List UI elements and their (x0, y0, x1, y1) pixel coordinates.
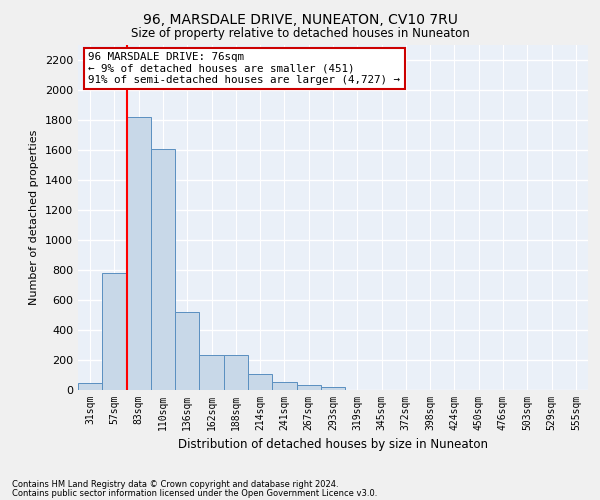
Text: 96, MARSDALE DRIVE, NUNEATON, CV10 7RU: 96, MARSDALE DRIVE, NUNEATON, CV10 7RU (143, 12, 457, 26)
Bar (127, 117, 151, 390)
Text: Size of property relative to detached houses in Nuneaton: Size of property relative to detached ho… (131, 28, 469, 40)
Bar (224, 355, 248, 390)
Bar (296, 385, 321, 390)
Text: Contains HM Land Registry data © Crown copyright and database right 2024.: Contains HM Land Registry data © Crown c… (12, 480, 338, 489)
X-axis label: Distribution of detached houses by size in Nuneaton: Distribution of detached houses by size … (178, 438, 488, 452)
Bar (175, 312, 199, 390)
Bar (151, 148, 175, 390)
Bar (272, 382, 296, 390)
Bar (199, 355, 224, 390)
Bar (321, 388, 345, 390)
Bar (248, 374, 272, 390)
Text: Contains public sector information licensed under the Open Government Licence v3: Contains public sector information licen… (12, 488, 377, 498)
Y-axis label: Number of detached properties: Number of detached properties (29, 130, 40, 305)
Bar (102, 273, 127, 390)
Bar (78, 382, 102, 390)
Text: 96 MARSDALE DRIVE: 76sqm
← 9% of detached houses are smaller (451)
91% of semi-d: 96 MARSDALE DRIVE: 76sqm ← 9% of detache… (88, 52, 400, 85)
